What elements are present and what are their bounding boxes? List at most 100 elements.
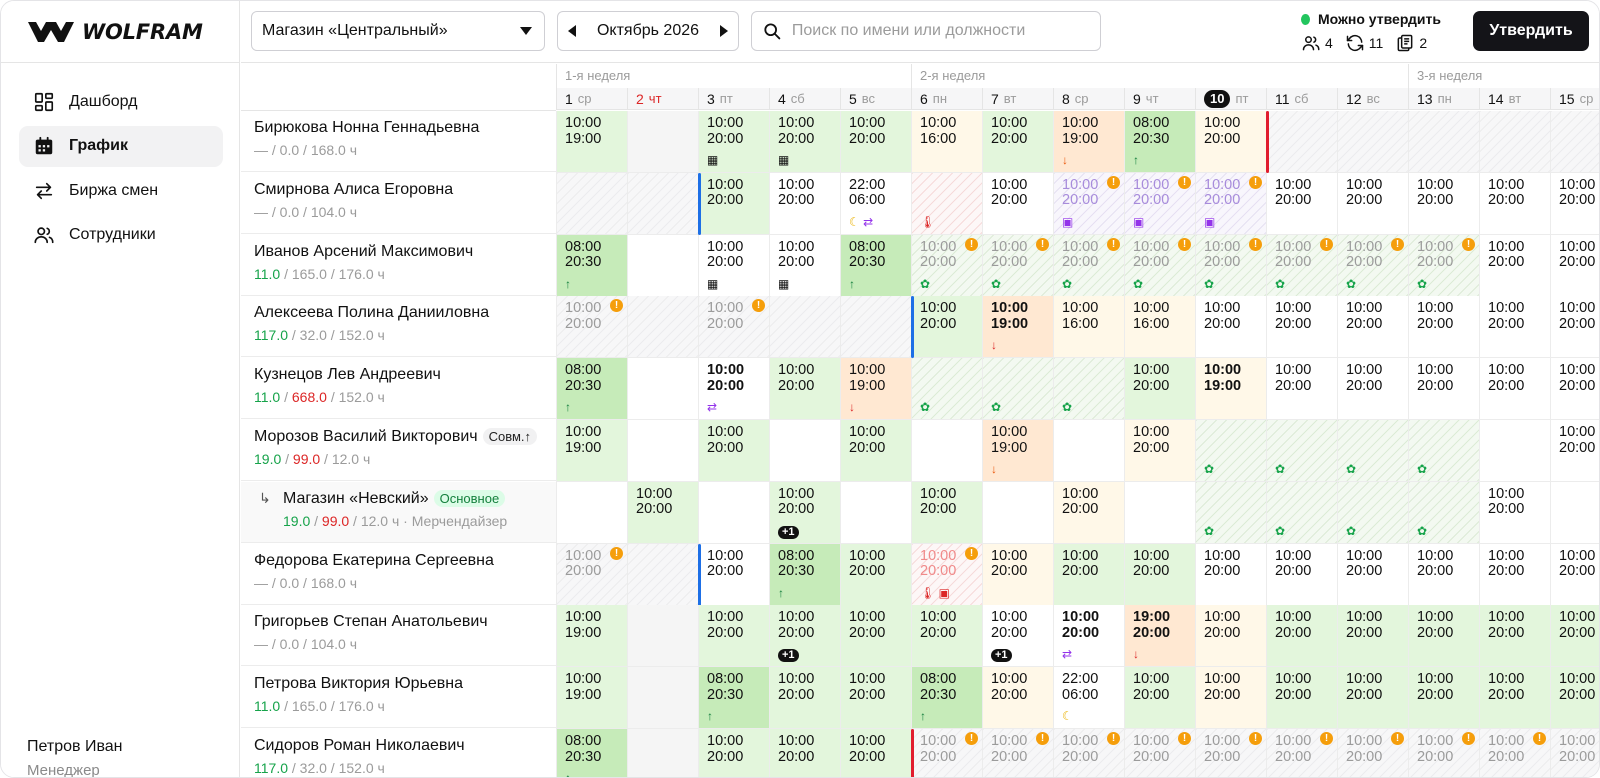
- shift-cell[interactable]: 10:00 20:00! ✿: [1053, 234, 1124, 297]
- empty-cell[interactable]: [1124, 481, 1195, 544]
- day-header[interactable]: 12 вс: [1337, 88, 1408, 110]
- shift-cell[interactable]: 10:00 20:00: [769, 667, 840, 730]
- shift-cell[interactable]: 10:00 20:00: [911, 481, 982, 544]
- day-header[interactable]: 15 ср: [1550, 88, 1599, 110]
- day-header[interactable]: 1 ср: [556, 88, 627, 110]
- shift-cell[interactable]: 10:00 20:00: [1550, 543, 1599, 606]
- shift-cell[interactable]: 10:00 20:00 ▦: [698, 234, 769, 297]
- shift-cell[interactable]: 19:00 20:00 ↓: [1124, 605, 1195, 668]
- shift-cell[interactable]: 10:00 20:00: [1550, 296, 1599, 359]
- shift-cell[interactable]: 10:00 20:00: [911, 296, 982, 359]
- empty-cell[interactable]: [627, 234, 698, 297]
- empty-cell[interactable]: [1550, 111, 1599, 173]
- shift-cell[interactable]: 10:00 20:00: [1195, 296, 1266, 359]
- search-input[interactable]: [791, 22, 1090, 40]
- shift-cell[interactable]: 08:00 20:30 ↑: [1124, 111, 1195, 173]
- empty-cell[interactable]: ✿: [1195, 420, 1266, 482]
- shift-cell[interactable]: 10:00 20:00: [982, 543, 1053, 606]
- empty-cell[interactable]: ✿: [1266, 420, 1337, 482]
- shift-cell[interactable]: 10:00 20:00: [1479, 543, 1550, 606]
- day-header[interactable]: 9 чт: [1124, 88, 1195, 110]
- approve-button[interactable]: Утвердить: [1473, 11, 1589, 51]
- shift-cell[interactable]: 10:00 20:00: [1337, 172, 1408, 235]
- shift-cell[interactable]: 10:00 20:00: [1479, 358, 1550, 421]
- employee-row[interactable]: Федорова Екатерина Сергеевна — / 0.0 / 16…: [241, 543, 561, 605]
- shift-cell[interactable]: 10:00 20:00: [769, 172, 840, 235]
- nav-item-dashboard[interactable]: Дашборд: [19, 81, 223, 122]
- shift-cell[interactable]: 10:00 20:00: [840, 111, 911, 173]
- employee-row[interactable]: Сидоров Роман Николаевич 117.0 / 32.0 / 1…: [241, 729, 561, 777]
- shift-cell[interactable]: 10:00 20:00: [1550, 234, 1599, 297]
- empty-cell[interactable]: [1337, 111, 1408, 173]
- shift-cell[interactable]: 10:00 20:00: [1337, 296, 1408, 359]
- shift-cell[interactable]: 10:00 20:00! ✿: [1337, 234, 1408, 297]
- employee-row[interactable]: Петрова Виктория Юрьевна 11.0 / 165.0 / 1…: [241, 667, 561, 729]
- shift-cell[interactable]: 10:00 20:00: [1195, 667, 1266, 730]
- shift-cell[interactable]: 10:00 20:00 +1: [982, 605, 1053, 668]
- shift-cell[interactable]: 10:00 20:00: [698, 605, 769, 668]
- shift-cell[interactable]: 10:00 20:00: [1266, 605, 1337, 668]
- shift-cell[interactable]: 10:00 20:00: [840, 605, 911, 668]
- empty-cell[interactable]: [840, 296, 911, 359]
- shift-cell[interactable]: 10:00 20:00 ▦: [698, 111, 769, 173]
- shift-cell[interactable]: 10:00 20:00: [1124, 543, 1195, 606]
- employee-row[interactable]: Бирюкова Нонна Геннадьевна — / 0.0 / 168.…: [241, 111, 561, 172]
- empty-cell[interactable]: ✿: [1266, 481, 1337, 544]
- day-header[interactable]: 2 чт: [627, 88, 698, 110]
- shift-cell[interactable]: 10:00 20:00! ✿: [911, 234, 982, 297]
- employee-row[interactable]: Григорьев Степан Анатольевич — / 0.0 / 10…: [241, 605, 561, 667]
- shift-cell[interactable]: 10:00 20:00: [1266, 667, 1337, 730]
- shift-cell[interactable]: 10:00 20:00 ⇄: [1053, 605, 1124, 668]
- empty-cell[interactable]: [1266, 111, 1337, 173]
- employee-row[interactable]: Иванов Арсений Максимович 11.0 / 165.0 / …: [241, 234, 561, 296]
- shift-cell[interactable]: 10:00 20:00: [1479, 667, 1550, 730]
- shift-cell[interactable]: 10:00 20:00: [769, 729, 840, 777]
- nav-item-schedule[interactable]: График: [19, 125, 223, 167]
- shift-cell[interactable]: 10:00 19:00 ↓: [1053, 111, 1124, 173]
- day-header[interactable]: 3 пт: [698, 88, 769, 110]
- day-header[interactable]: 13 пн: [1408, 88, 1479, 110]
- shift-cell[interactable]: 10:00 20:00: [1550, 172, 1599, 235]
- shift-cell[interactable]: 10:00 20:00: [1195, 543, 1266, 606]
- shift-cell[interactable]: 22:00 06:00 ☾: [1053, 667, 1124, 730]
- shift-cell[interactable]: 10:00 20:00! ▣: [1195, 172, 1266, 235]
- shift-cell[interactable]: 10:00 19:00: [556, 667, 627, 730]
- secondary-store-row[interactable]: ↳ Магазин «Невский» Основное 19.0 / 99.0 / …: [241, 481, 561, 543]
- empty-cell[interactable]: [627, 667, 698, 730]
- shift-cell[interactable]: 10:00 20:00: [1124, 358, 1195, 421]
- shift-cell[interactable]: 10:00 19:00: [556, 420, 627, 482]
- brand-logo[interactable]: WOLFRAM: [27, 19, 203, 45]
- empty-cell[interactable]: [911, 420, 982, 482]
- shift-cell[interactable]: 10:00 20:00: [1479, 234, 1550, 297]
- empty-cell[interactable]: [982, 481, 1053, 544]
- empty-cell[interactable]: [1479, 420, 1550, 482]
- shift-cell[interactable]: 10:00 20:00: [1550, 420, 1599, 482]
- current-user[interactable]: Петров Иван Менеджер: [27, 738, 123, 777]
- shift-cell[interactable]: 10:00 20:00: [982, 172, 1053, 235]
- shift-cell[interactable]: 10:00 16:00: [911, 111, 982, 173]
- shift-cell[interactable]: 10:00 20:00: [1550, 358, 1599, 421]
- empty-cell[interactable]: [769, 296, 840, 359]
- shift-cell[interactable]: 10:00 20:00: [1479, 296, 1550, 359]
- empty-cell[interactable]: 🌡: [911, 172, 982, 235]
- shift-cell[interactable]: 10:00 20:00 +1: [769, 605, 840, 668]
- shift-cell[interactable]: 22:00 06:00 ☾ ⇄: [840, 172, 911, 235]
- prev-month-icon[interactable]: [568, 25, 576, 37]
- shift-cell[interactable]: 10:00 20:00: [1408, 667, 1479, 730]
- empty-cell[interactable]: [627, 296, 698, 359]
- shift-cell[interactable]: 10:00 20:00: [911, 605, 982, 668]
- empty-cell[interactable]: [556, 481, 627, 544]
- empty-cell[interactable]: [1550, 481, 1599, 544]
- day-header[interactable]: 4 сб: [769, 88, 840, 110]
- shift-cell[interactable]: 10:00 20:00: [627, 481, 698, 544]
- empty-cell[interactable]: ✿: [1195, 481, 1266, 544]
